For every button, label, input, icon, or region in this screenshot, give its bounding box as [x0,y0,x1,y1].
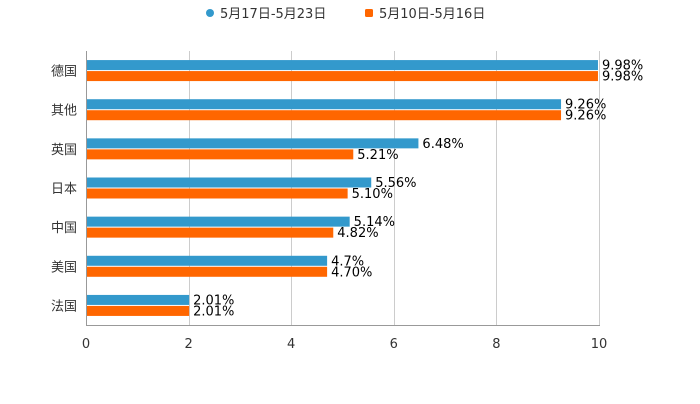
x-tick-label-8: 8 [492,337,500,352]
data-label-series-2-1: 9.26% [565,109,606,124]
bar-series-1-1[interactable] [87,99,562,110]
bars [87,60,598,316]
data-label-series-2-0: 9.98% [602,70,643,85]
bar-series-2-2[interactable] [87,149,354,160]
bar-series-2-1[interactable] [87,110,562,121]
bar-series-2-4[interactable] [87,227,334,238]
data-label-series-1-2: 6.48% [422,137,463,152]
legend-label-series-2: 5月10日-5月16日 [379,7,485,22]
legend-marker-series-2 [365,9,373,17]
bar-series-2-3[interactable] [87,188,348,199]
category-label: 英国 [51,143,77,158]
category-label: 德国 [51,65,77,80]
bar-series-1-3[interactable] [87,177,372,188]
category-label: 日本 [51,182,77,197]
data-label-series-2-2: 5.21% [357,148,398,163]
legend-marker-series-1 [206,9,214,17]
data-label-series-1-3: 5.56% [375,176,416,191]
data-label-series-1-1: 9.26% [565,98,606,113]
data-labels: 9.98%9.98% 9.26%9.26% 6.48% 5.21% 5.56%5.10%… [193,59,643,320]
bar-series-1-0[interactable] [87,60,598,71]
bar-series-2-6[interactable] [87,305,190,316]
bar-series-1-2[interactable] [87,138,419,149]
x-tick-label-0: 0 [82,337,90,352]
category-label: 其他 [51,104,77,119]
x-tick-label-2: 2 [184,337,192,352]
data-label-series-1-0: 9.98% [602,59,643,74]
x-tick-label-4: 4 [287,337,295,352]
bar-series-1-6[interactable] [87,294,190,305]
data-label-series-1-4: 5.14% [354,215,395,230]
category-label: 中国 [51,221,77,236]
data-label-series-1-5: 4.7% [331,254,364,269]
bar-series-1-5[interactable] [87,255,328,266]
x-tick-label-6: 6 [390,337,398,352]
data-label-series-2-6: 2.01% [193,304,234,319]
data-label-series-2-3: 5.10% [352,187,393,202]
bar-series-2-0[interactable] [87,71,598,82]
grid-lines [86,51,600,325]
data-label-series-2-4: 4.82% [337,226,378,241]
category-label: 美国 [51,260,77,275]
bar-series-2-5[interactable] [87,266,328,277]
legend-label-series-1: 5月17日-5月23日 [220,7,326,22]
bar-series-1-4[interactable] [87,216,350,227]
category-label: 法国 [51,299,77,314]
data-label-series-2-5: 4.70% [331,265,372,280]
data-label-series-1-6: 2.01% [193,293,234,308]
legend: 5月17日-5月23日 5月10日-5月16日 [206,7,485,22]
x-tick-label-10: 10 [591,337,608,352]
